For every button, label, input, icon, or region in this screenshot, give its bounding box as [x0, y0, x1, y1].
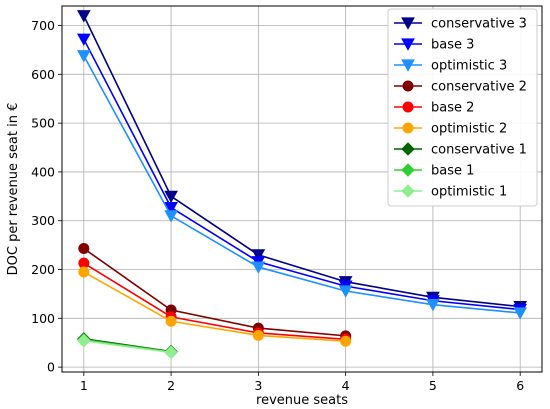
- legend-marker: [401, 38, 415, 51]
- x-tick-label: 4: [342, 378, 350, 393]
- y-tick-label: 100: [31, 311, 55, 326]
- data-point: [76, 33, 91, 46]
- legend-entry: conservative 3: [394, 17, 527, 32]
- legend-marker: [401, 142, 415, 156]
- x-tick-label: 2: [167, 378, 175, 393]
- x-tick-label: 1: [80, 378, 88, 393]
- series-line: [83, 271, 346, 343]
- legend-label: conservative 2: [431, 80, 527, 95]
- data-point: [164, 345, 178, 360]
- y-tick-label: 600: [31, 67, 55, 82]
- y-tick-label: 400: [31, 164, 55, 179]
- series-line: [83, 15, 521, 308]
- data-point: [165, 315, 177, 327]
- data-point: [77, 334, 91, 348]
- legend-marker: [402, 80, 414, 92]
- legend-entry: conservative 1: [394, 142, 527, 158]
- series-line: [83, 262, 346, 341]
- legend-label: conservative 3: [431, 17, 527, 32]
- legend-entry: optimistic 2: [394, 122, 507, 137]
- legend-label: optimistic 1: [431, 185, 507, 200]
- data-point: [76, 10, 91, 23]
- legend-label: conservative 1: [431, 143, 527, 158]
- x-tick-label: 6: [516, 378, 524, 393]
- legend-marker: [401, 163, 415, 177]
- data-point: [76, 50, 91, 63]
- legend-marker: [402, 101, 414, 113]
- legend-label: base 3: [431, 38, 474, 53]
- legend-marker: [401, 59, 415, 72]
- series-optimistic-3: [76, 50, 528, 320]
- legend-label: optimistic 2: [431, 122, 507, 137]
- legend-label: base 1: [431, 164, 474, 179]
- data-point: [252, 329, 264, 341]
- legend-entry: optimistic 3: [394, 59, 507, 74]
- legend-marker: [401, 184, 415, 198]
- y-tick-label: 500: [31, 116, 55, 131]
- series-line: [83, 55, 521, 314]
- legend-entry: base 1: [394, 163, 474, 179]
- y-tick-label: 300: [31, 213, 55, 228]
- y-tick-label: 200: [31, 262, 55, 277]
- legend-label: optimistic 3: [431, 59, 507, 74]
- legend-entry: base 3: [394, 38, 474, 53]
- data-point: [78, 243, 90, 255]
- y-axis-label: DOC per revenue seat in €: [6, 103, 21, 276]
- plot-frame: [61, 5, 543, 373]
- legend-box: [387, 8, 538, 207]
- series-line: [83, 38, 521, 311]
- legend-label: base 2: [431, 101, 474, 116]
- legend: conservative 3 base 3 optimistic 3 conserva…: [387, 8, 538, 207]
- data-point: [164, 190, 178, 204]
- x-tick-label: 3: [254, 378, 262, 393]
- data-point: [340, 335, 352, 347]
- ticks: 1 2 3 4 5 6 0 100 200 300 400 500 600 700: [31, 18, 524, 393]
- legend-entry: optimistic 1: [394, 184, 507, 200]
- y-tick-label: 700: [31, 18, 55, 33]
- data-point: [164, 210, 178, 223]
- y-tick-label: 0: [47, 360, 55, 375]
- data-point: [426, 299, 440, 312]
- series-layer: [76, 10, 528, 360]
- legend-marker: [401, 17, 415, 30]
- data-point: [251, 261, 266, 274]
- series-line: [83, 339, 172, 354]
- data-point: [78, 266, 90, 278]
- x-tick-label: 5: [429, 378, 437, 393]
- series-optimistic-1: [77, 334, 178, 360]
- legend-entry: base 2: [394, 101, 474, 116]
- data-point: [513, 307, 528, 320]
- data-point: [164, 201, 178, 215]
- series-line: [83, 247, 346, 337]
- x-axis-label: revenue seats: [256, 393, 348, 408]
- legend-entry: conservative 2: [394, 80, 527, 95]
- data-point: [338, 285, 353, 298]
- legend-marker: [402, 122, 414, 134]
- series-optimistic-2: [78, 266, 352, 347]
- data-point: [251, 249, 266, 262]
